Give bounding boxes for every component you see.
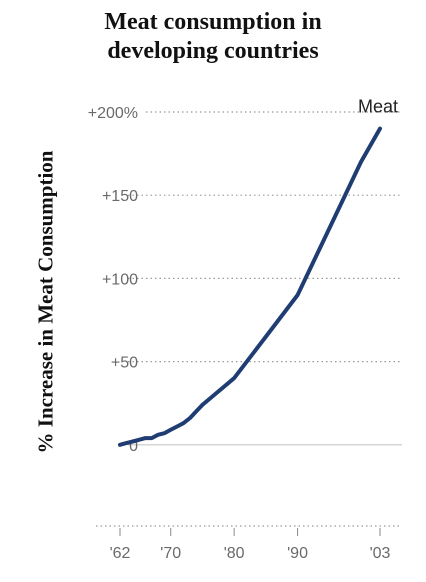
x-tick-label: '80 xyxy=(224,545,245,562)
series-group: Meat xyxy=(118,97,398,447)
y-axis-ticks: +200% +150 +100 +50 0 xyxy=(88,105,138,455)
gridlines xyxy=(96,111,402,527)
chart-title-line: Meat consumption in xyxy=(104,9,322,35)
y-tick-label: +200% xyxy=(88,105,138,122)
series-label: Meat xyxy=(358,97,398,117)
series-line xyxy=(118,126,382,447)
y-tick-label: +100 xyxy=(102,271,138,288)
x-tick-label: '90 xyxy=(287,545,308,562)
x-tick-label: '70 xyxy=(160,545,181,562)
chart-title: Meat consumption in developing countries xyxy=(0,8,426,66)
x-tick-label: '62 xyxy=(110,545,131,562)
x-tick-label: '03 xyxy=(370,545,391,562)
y-tick-label: +50 xyxy=(111,355,138,372)
y-tick-label: +150 xyxy=(102,188,138,205)
y-tick-label: 0 xyxy=(129,438,138,455)
chart-title-line: developing countries xyxy=(107,38,319,64)
x-axis-ticks: '62 '70 '80 '90 '03 xyxy=(110,528,391,562)
